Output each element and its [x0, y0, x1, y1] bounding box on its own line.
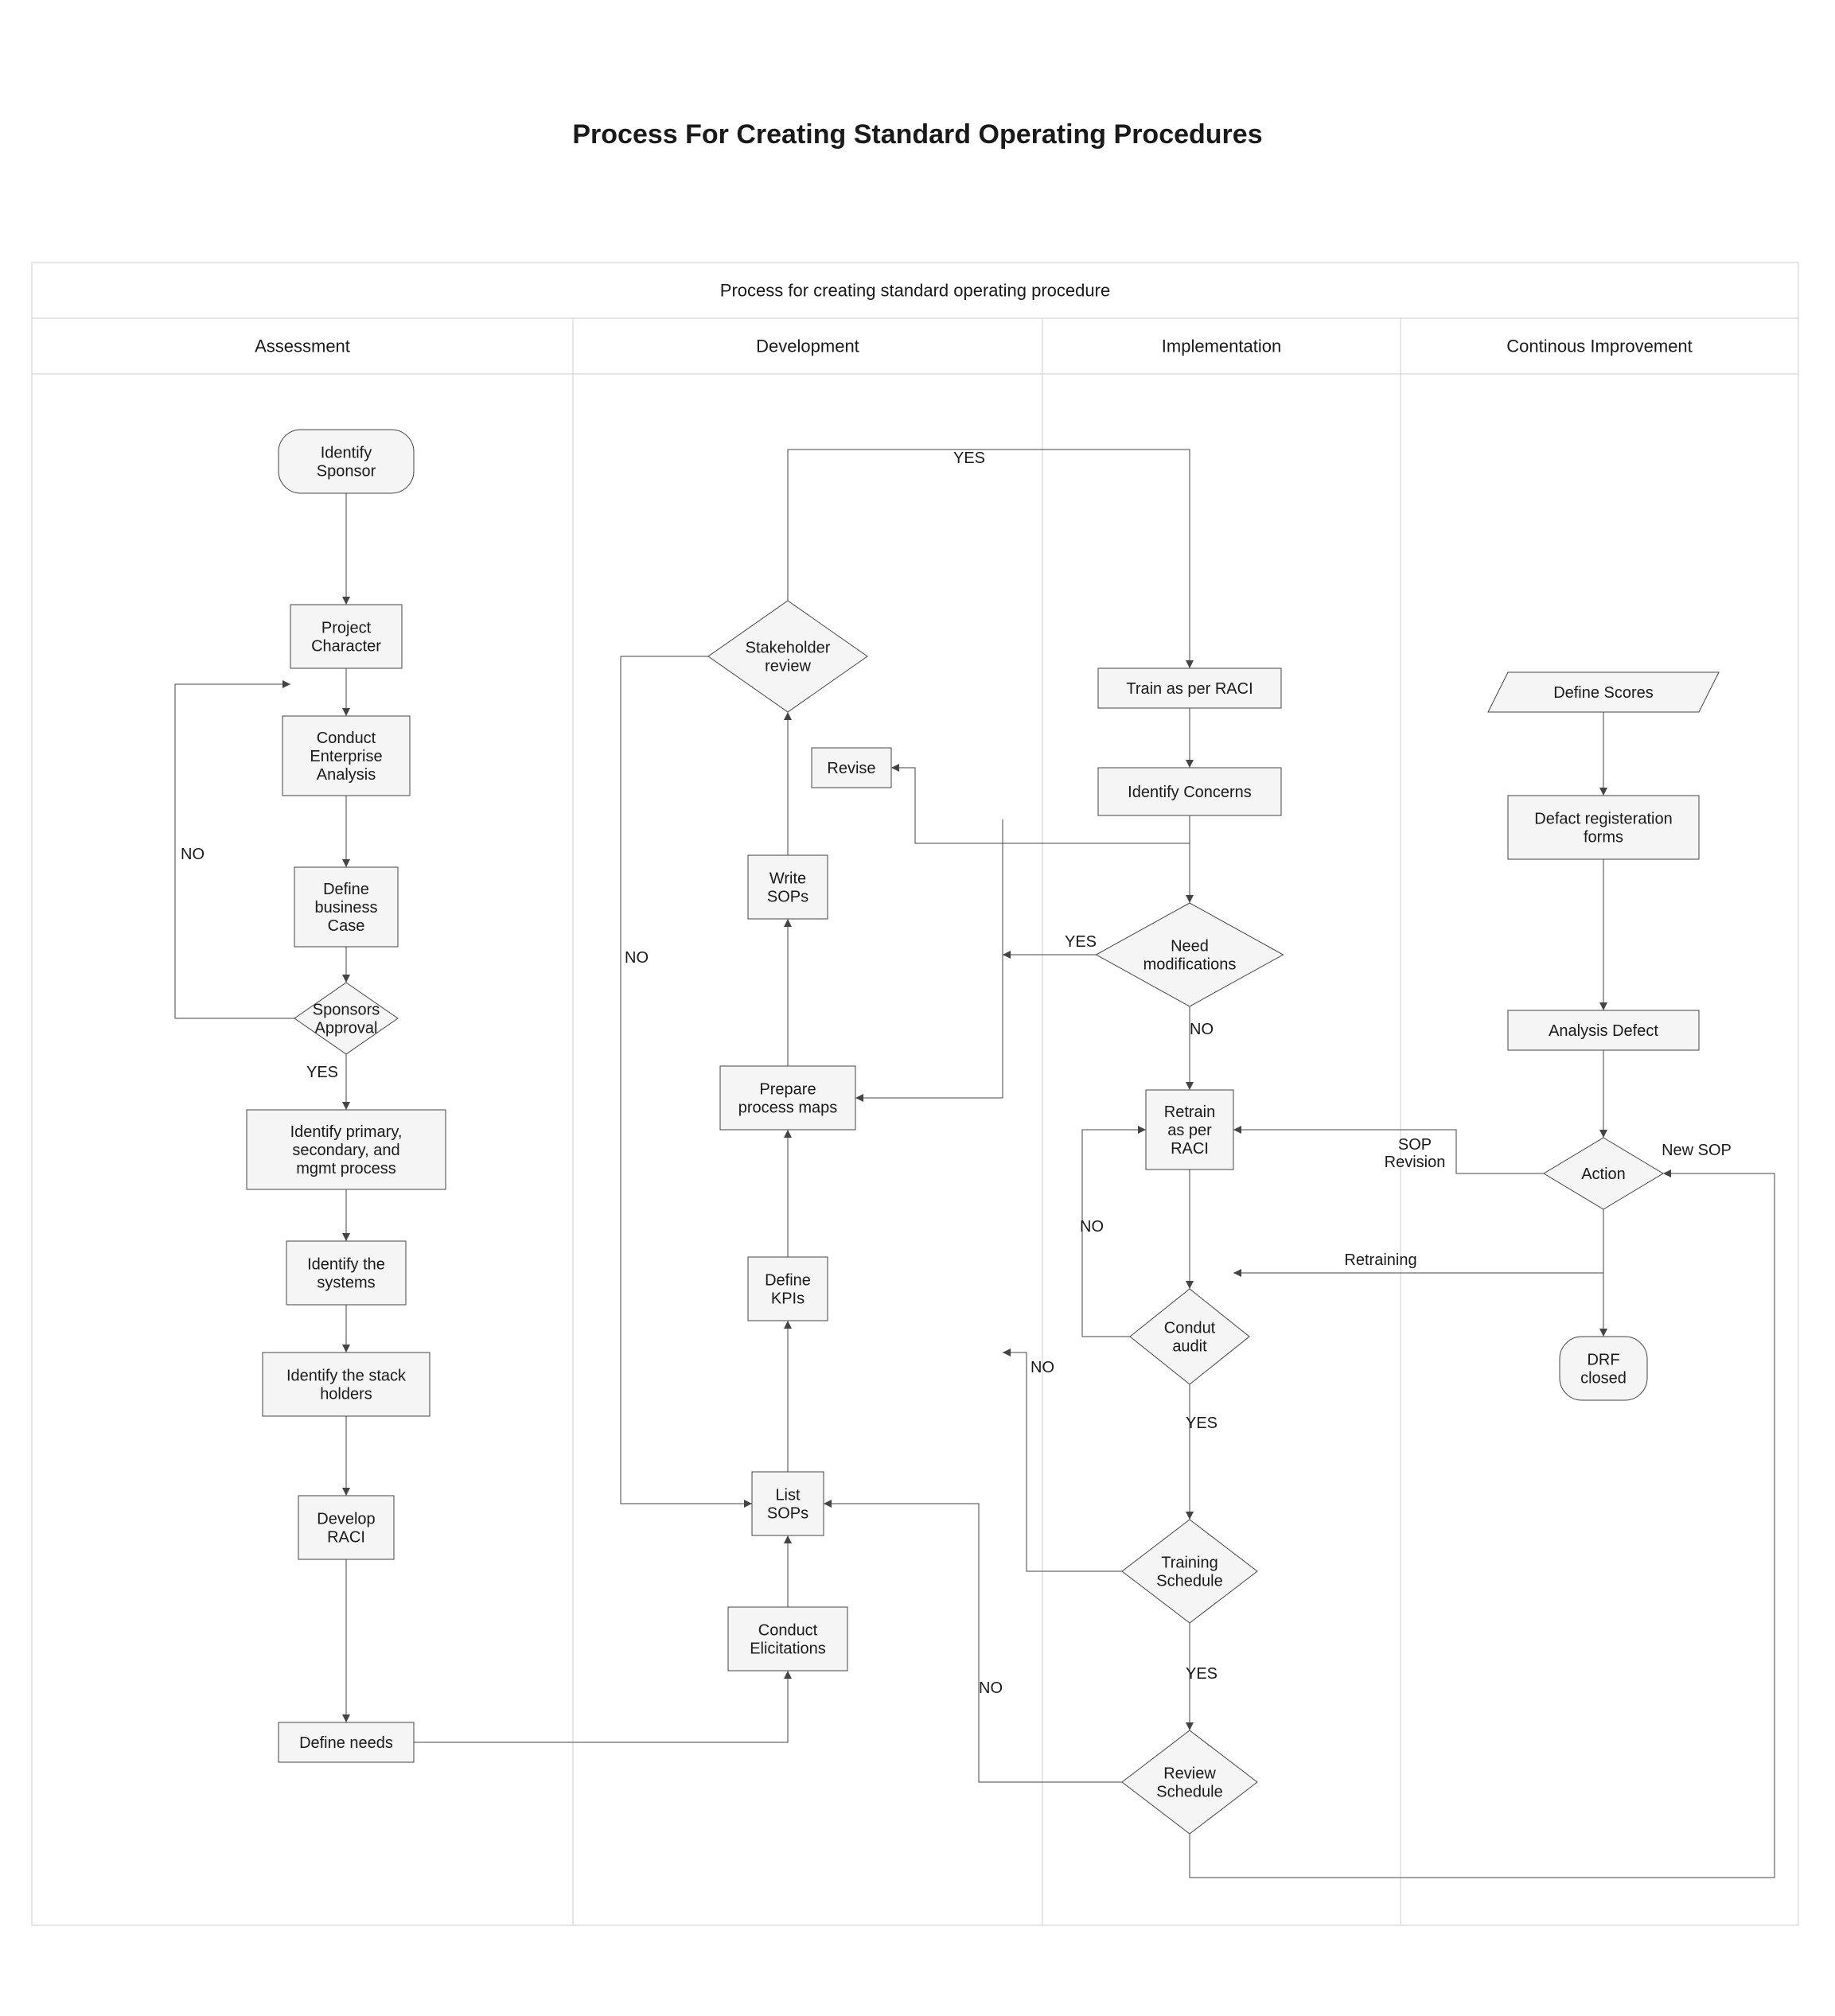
svg-text:Development: Development [756, 337, 859, 356]
svg-text:Implementation: Implementation [1162, 337, 1281, 356]
edge-label-e27: YES [1186, 1415, 1217, 1432]
node-label-conduct_elicit: ConductElicitations [750, 1622, 826, 1658]
edge-label-e24: NO [1190, 1021, 1214, 1038]
node-label-identify_systems: Identify thesystems [307, 1256, 385, 1292]
edge-label-e5: NO [181, 846, 205, 863]
node-label-drf_closed: DRFclosed [1580, 1352, 1627, 1387]
flowchart-canvas: Process For Creating Standard Operating … [0, 0, 1835, 2016]
node-label-revise: Revise [827, 760, 875, 777]
node-label-write_sops: WriteSOPs [767, 870, 808, 906]
node-label-conduct_ea: ConductEnterpriseAnalysis [310, 730, 382, 784]
node-label-define_scores: Define Scores [1553, 684, 1654, 702]
page-title: Process For Creating Standard Operating … [572, 119, 1262, 150]
svg-text:Process for creating standard: Process for creating standard operating … [720, 281, 1110, 301]
node-label-identify_sponsor: IdentifySponsor [317, 445, 376, 481]
edge-label-e30: NO [979, 1679, 1003, 1697]
edge-label-e19: YES [953, 450, 985, 467]
node-label-identify_psm: Identify primary,secondary, andmgmt proc… [290, 1123, 403, 1177]
node-label-analysis_defect: Analysis Defect [1549, 1022, 1658, 1040]
node-label-project_character: ProjectCharacter [311, 620, 381, 656]
node-label-retrain_raci: Retrainas perRACI [1164, 1103, 1215, 1158]
node-label-define_kpis: DefineKPIs [765, 1272, 811, 1308]
edge-label-e18: NO [625, 949, 649, 967]
node-label-identify_concerns: Identify Concerns [1128, 784, 1252, 801]
edge-label-e31: New SOP [1662, 1142, 1732, 1159]
node-label-action: Action [1581, 1166, 1626, 1183]
node-label-sponsors_approval: SponsorsApproval [313, 1002, 380, 1037]
node-label-define_needs: Define needs [299, 1734, 393, 1752]
edge-label-e28: NO [1030, 1359, 1054, 1376]
node-label-training_schedule: TrainingSchedule [1156, 1555, 1222, 1590]
svg-text:Assessment: Assessment [255, 337, 350, 356]
node-label-review_schedule: ReviewSchedule [1156, 1765, 1222, 1801]
edge-label-e29: YES [1186, 1665, 1217, 1683]
edge-label-e36: Retraining [1344, 1251, 1416, 1269]
edge-label-e6: YES [306, 1064, 338, 1081]
edge-label-e23: YES [1065, 933, 1097, 951]
svg-text:Continous Improvement: Continous Improvement [1506, 337, 1693, 356]
edge-label-e26: NO [1080, 1218, 1104, 1236]
node-label-train_raci: Train as per RACI [1126, 680, 1253, 698]
